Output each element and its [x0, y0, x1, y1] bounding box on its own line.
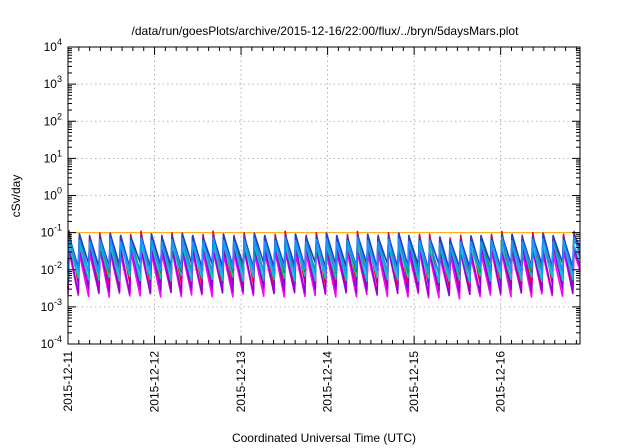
- y-tick-label: 10-3: [41, 297, 62, 314]
- y-tick-label: 10-2: [41, 260, 62, 277]
- y-axis-ticks: 10-4 10-3 10-2 10-1 100 101 102 103 104: [41, 37, 580, 351]
- y-axis-label: cSv/day: [9, 175, 23, 218]
- y-tick-label: 102: [44, 111, 62, 128]
- grid: [68, 47, 580, 344]
- x-tick-label: 2015-12-13: [234, 351, 248, 413]
- y-tick-label: 10-4: [41, 334, 62, 351]
- x-axis-ticks: 2015-12-11 2015-12-12 2015-12-13 2015-12-14…: [61, 47, 577, 413]
- x-tick-label: 2015-12-14: [321, 351, 335, 413]
- y-tick-label: 103: [44, 74, 62, 91]
- y-tick-label: 10-1: [41, 223, 62, 240]
- y-tick-label: 100: [44, 186, 62, 203]
- series-line: [67, 236, 581, 277]
- x-tick-label: 2015-12-16: [494, 351, 508, 413]
- x-tick-label: 2015-12-12: [148, 351, 162, 413]
- series-group: [67, 230, 581, 300]
- x-axis-label: Coordinated Universal Time (UTC): [232, 431, 416, 445]
- y-tick-label: 104: [44, 37, 62, 54]
- y-tick-label: 101: [44, 148, 62, 165]
- x-tick-label: 2015-12-15: [407, 351, 421, 413]
- x-tick-label: 2015-12-11: [61, 351, 75, 412]
- chart-title: /data/run/goesPlots/archive/2015-12-16/2…: [132, 24, 520, 38]
